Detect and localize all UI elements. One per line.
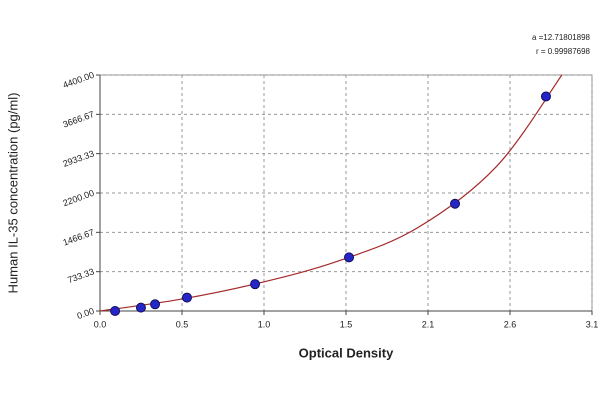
y-tick-label: 0.00	[76, 306, 96, 321]
x-tick-label: 2.1	[422, 319, 435, 329]
data-point	[540, 91, 551, 102]
y-axis-label: Human IL-35 concentration (pg/ml)	[5, 93, 20, 294]
x-tick-label: 0.5	[176, 319, 189, 329]
annotation: r = 0.99987698	[536, 47, 591, 56]
x-tick-label: 0.0	[94, 319, 107, 329]
y-tick-label: 1466.67	[61, 227, 95, 248]
data-point	[135, 302, 146, 313]
annotation: a =12.71801898	[532, 33, 591, 42]
data-point	[150, 299, 161, 310]
data-point	[450, 198, 461, 209]
data-point	[181, 292, 192, 303]
data-point	[250, 279, 261, 290]
y-tick-label: 4400.00	[61, 70, 95, 91]
data-point	[344, 252, 355, 263]
x-axis-label: Optical Density	[299, 345, 394, 360]
data-point	[110, 306, 121, 316]
y-tick-label: 733.33	[66, 266, 95, 285]
y-tick-label: 2200.00	[61, 188, 95, 209]
x-tick-label: 3.1	[586, 319, 599, 329]
x-tick-label: 1.0	[258, 319, 271, 329]
y-tick-label: 3666.67	[61, 109, 95, 130]
x-tick-label: 1.5	[340, 319, 353, 329]
x-tick-label: 2.6	[504, 319, 517, 329]
y-tick-label: 2933.33	[61, 148, 95, 169]
fit-curve	[99, 74, 563, 312]
